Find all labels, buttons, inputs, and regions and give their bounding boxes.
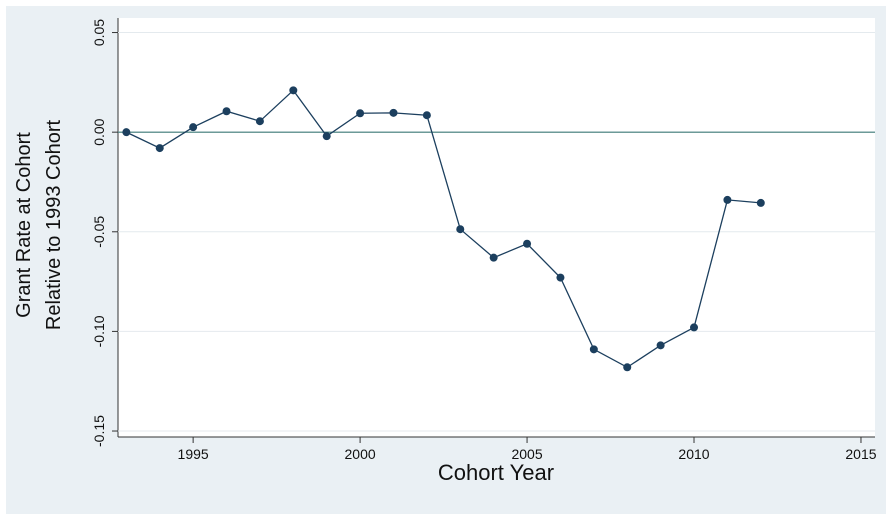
x-tick-label: 2015 (845, 446, 876, 462)
x-tick-label: 2010 (678, 446, 709, 462)
data-point (690, 323, 699, 332)
data-point (389, 108, 398, 117)
y-tick-label: -0.15 (91, 415, 107, 447)
y-tick-label: 0.00 (91, 118, 107, 145)
x-tick-label: 1995 (178, 446, 209, 462)
data-point (189, 123, 198, 132)
y-axis-label: Relative to 1993 Cohort (43, 120, 65, 331)
data-point (422, 111, 431, 120)
x-tick-label: 2000 (345, 446, 376, 462)
data-point (589, 345, 598, 354)
y-axis-label: Grant Rate at Cohort (13, 132, 35, 318)
series-line (126, 89, 761, 369)
data-point (523, 239, 532, 248)
data-point (656, 341, 665, 350)
data-point (556, 273, 565, 282)
y-tick-label: -0.05 (91, 216, 107, 248)
data-point (723, 195, 732, 204)
data-point (255, 117, 264, 126)
data-point (356, 109, 365, 118)
data-point (489, 253, 498, 262)
data-point (756, 198, 765, 207)
data-point (456, 225, 465, 234)
plot-area (118, 18, 875, 437)
x-tick-label: 2005 (511, 446, 542, 462)
data-point (289, 86, 298, 95)
x-axis-label: Cohort Year (438, 460, 554, 485)
data-point (122, 128, 131, 137)
y-tick-label: 0.05 (91, 19, 107, 46)
y-tick-label: -0.10 (91, 315, 107, 347)
data-point (623, 363, 632, 372)
data-point (322, 132, 331, 141)
data-point (155, 144, 164, 153)
data-point (222, 107, 231, 116)
